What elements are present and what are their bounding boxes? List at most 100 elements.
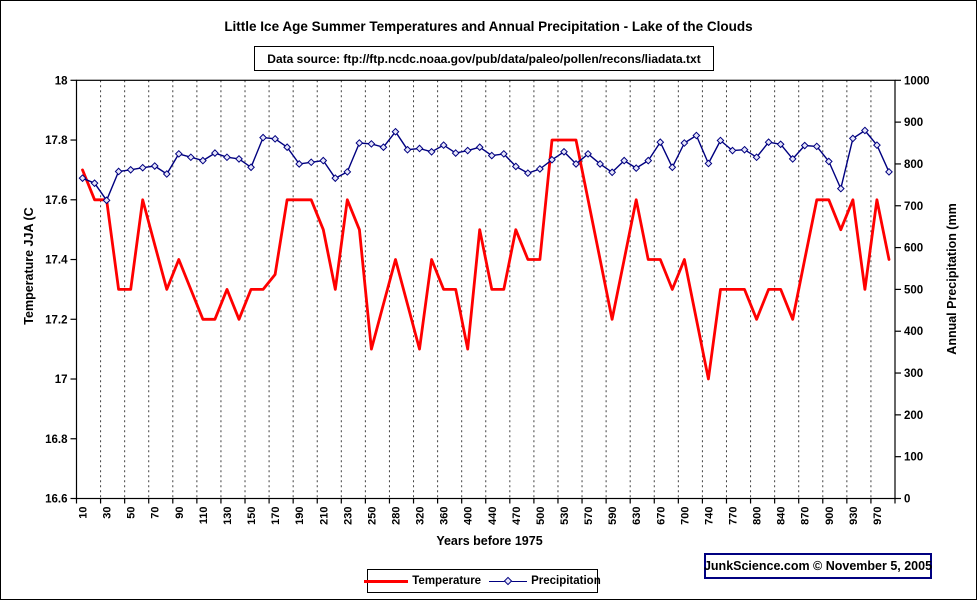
x-tick-label: 740 [703, 507, 715, 525]
marker-diamond [90, 179, 99, 188]
x-tick-label: 770 [728, 507, 740, 525]
x-tick-label: 250 [366, 507, 378, 525]
marker-diamond [367, 139, 376, 148]
y-right-tick-label: 600 [904, 243, 923, 255]
marker-diamond [752, 153, 761, 162]
marker-diamond [632, 164, 641, 173]
x-tick-label: 190 [294, 507, 306, 525]
marker-diamond [885, 167, 893, 176]
x-tick-label: 50 [126, 507, 138, 519]
marker-diamond [102, 196, 111, 205]
x-tick-label: 500 [535, 507, 547, 525]
y-right-tick-label: 100 [904, 452, 923, 464]
marker-diamond [584, 149, 592, 158]
marker-diamond [475, 143, 484, 152]
x-tick-label: 210 [318, 507, 330, 525]
legend-precipitation-label: Precipitation [531, 575, 601, 587]
marker-diamond [560, 147, 568, 156]
y-right-tick-label: 900 [904, 117, 923, 129]
data-source-box: Data source: ftp://ftp.ncdc.noaa.gov/pub… [254, 46, 714, 71]
x-tick-label: 10 [78, 507, 90, 519]
marker-diamond [692, 131, 701, 140]
attribution-box: JunkScience.com © November 5, 2005 [704, 553, 932, 579]
marker-diamond [861, 126, 869, 135]
legend: Temperature Precipitation [364, 569, 601, 593]
marker-diamond [247, 163, 255, 172]
marker-diamond [391, 127, 400, 136]
marker-diamond [379, 143, 388, 152]
marker-diamond [451, 149, 460, 157]
x-tick-label: 570 [583, 507, 595, 525]
y-right-tick-label: 400 [904, 326, 923, 338]
marker-diamond [235, 155, 243, 163]
y-left-tick-label: 17.4 [45, 255, 68, 267]
marker-diamond [415, 144, 424, 153]
marker-diamond [716, 136, 725, 145]
attribution-text: JunkScience.com © November 5, 2005 [703, 559, 933, 573]
marker-diamond [644, 156, 653, 165]
x-tick-label: 30 [102, 507, 114, 519]
x-axis-title: Years before 1975 [436, 534, 543, 548]
x-tick-label: 280 [390, 507, 402, 525]
marker-diamond [487, 151, 496, 160]
x-tick-label: 930 [848, 507, 860, 525]
x-tick-label: 630 [631, 507, 643, 525]
marker-diamond [307, 158, 316, 167]
x-tick-label: 870 [800, 507, 812, 525]
marker-diamond [427, 147, 436, 156]
x-tick-label: 110 [198, 507, 210, 525]
diamond-marker-icon [503, 576, 513, 585]
x-tick-label: 530 [559, 507, 571, 525]
marker-diamond [572, 160, 580, 168]
marker-diamond [198, 156, 207, 165]
y-left-tick-label: 17.2 [45, 314, 67, 326]
x-tick-label: 590 [607, 507, 619, 525]
marker-diamond [271, 134, 280, 143]
marker-diamond [740, 145, 749, 154]
marker-diamond [776, 140, 785, 149]
marker-diamond [836, 184, 845, 193]
marker-diamond [174, 149, 183, 158]
marker-diamond [499, 149, 508, 158]
x-tick-label: 90 [174, 507, 186, 519]
marker-diamond [548, 155, 556, 164]
x-tick-label: 970 [872, 507, 884, 525]
marker-diamond [259, 133, 267, 142]
chart-title: Little Ice Age Summer Temperatures and A… [224, 19, 753, 34]
marker-diamond [728, 146, 737, 155]
marker-diamond [126, 165, 135, 174]
series-line-temperature [81, 138, 891, 381]
marker-diamond [463, 146, 472, 155]
x-tick-label: 320 [415, 507, 427, 525]
marker-diamond [873, 141, 881, 150]
marker-diamond [656, 138, 665, 147]
marker-diamond [223, 153, 231, 162]
marker-diamond [523, 169, 532, 178]
marker-diamond [608, 168, 617, 177]
marker-diamond [620, 156, 629, 165]
marker-diamond [283, 143, 292, 152]
data-source-text: Data source: ftp://ftp.ncdc.noaa.gov/pub… [267, 51, 701, 66]
x-tick-label: 400 [463, 507, 475, 525]
x-tick-label: 840 [776, 507, 788, 525]
marker-diamond [355, 139, 364, 147]
y-right-tick-label: 0 [904, 494, 910, 506]
marker-diamond [680, 139, 689, 147]
y-right-tick-label: 700 [904, 201, 923, 213]
precipitation-line-swatch [489, 576, 528, 585]
marker-diamond [536, 165, 544, 173]
marker-diamond [162, 170, 171, 178]
marker-diamond [848, 134, 857, 143]
y-left-tick-label: 18 [55, 75, 68, 87]
legend-item-temperature: Temperature [364, 575, 481, 587]
marker-diamond [319, 156, 328, 165]
marker-diamond [824, 157, 833, 166]
x-tick-label: 130 [222, 507, 234, 525]
x-tick-label: 800 [752, 507, 764, 525]
x-tick-label: 150 [246, 507, 258, 525]
marker-diamond [186, 153, 195, 162]
marker-diamond [596, 160, 605, 168]
marker-diamond [114, 167, 123, 176]
